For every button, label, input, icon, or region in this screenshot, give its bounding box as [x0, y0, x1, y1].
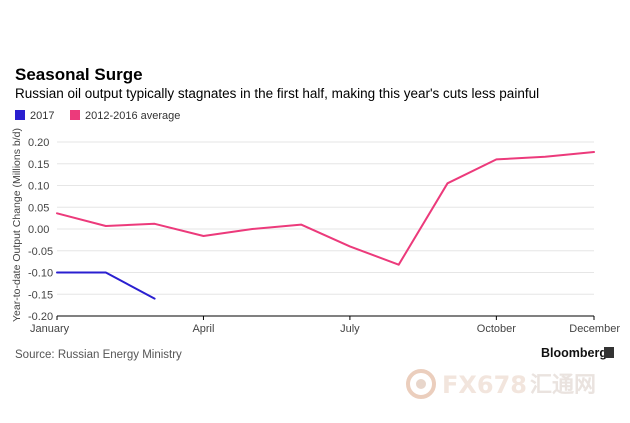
y-tick-label: 0.10	[28, 181, 49, 193]
y-tick-label: -0.15	[28, 289, 53, 301]
y-tick-label: 0.20	[28, 137, 49, 149]
y-tick-label: -0.05	[28, 246, 53, 258]
x-tick-label: April	[192, 323, 214, 335]
legend-label-2017: 2017	[30, 110, 54, 122]
legend: 2017 2012-2016 average	[15, 110, 180, 122]
x-axis-ticks: January April July October December	[30, 316, 620, 335]
watermark-globe-icon	[406, 369, 436, 399]
bloomberg-wordmark: Bloomberg	[541, 346, 607, 360]
chart-subtitle: Russian oil output typically stagnates i…	[15, 86, 539, 101]
y-tick-label: 0.05	[28, 202, 49, 214]
y-axis-title: Year-to-date Output Change (Millions b/d…	[11, 128, 23, 322]
y-tick-label: -0.20	[28, 311, 53, 323]
y-tick-label: 0.15	[28, 159, 49, 171]
series-lines	[56, 151, 595, 300]
legend-swatch-average	[70, 110, 80, 120]
bloomberg-badge-icon	[604, 347, 614, 358]
legend-swatch-2017	[15, 110, 25, 120]
x-tick-label: December	[569, 323, 620, 335]
y-axis-ticks: 0.20 0.15 0.10 0.05 0.00 -0.05 -0.10 -0.15 -0.20	[28, 137, 53, 323]
watermark-globe-inner	[416, 379, 426, 389]
y-tick-label: 0.00	[28, 224, 49, 236]
watermark-chinese: 汇通网	[530, 373, 596, 398]
series-line-average	[56, 151, 595, 266]
watermark: FX678 汇通网	[406, 369, 596, 399]
x-tick-label: July	[340, 323, 360, 335]
chart-title: Seasonal Surge	[15, 65, 143, 84]
watermark-latin: FX678	[442, 371, 527, 399]
x-tick-label: January	[30, 323, 70, 335]
bloomberg-logo: Bloomberg	[541, 346, 614, 360]
legend-label-average: 2012-2016 average	[85, 110, 180, 122]
source-note: Source: Russian Energy Ministry	[15, 349, 182, 361]
y-tick-label: -0.10	[28, 268, 53, 280]
series-line-2017	[56, 271, 156, 300]
gridlines	[57, 141, 594, 317]
x-tick-label: October	[477, 323, 516, 335]
